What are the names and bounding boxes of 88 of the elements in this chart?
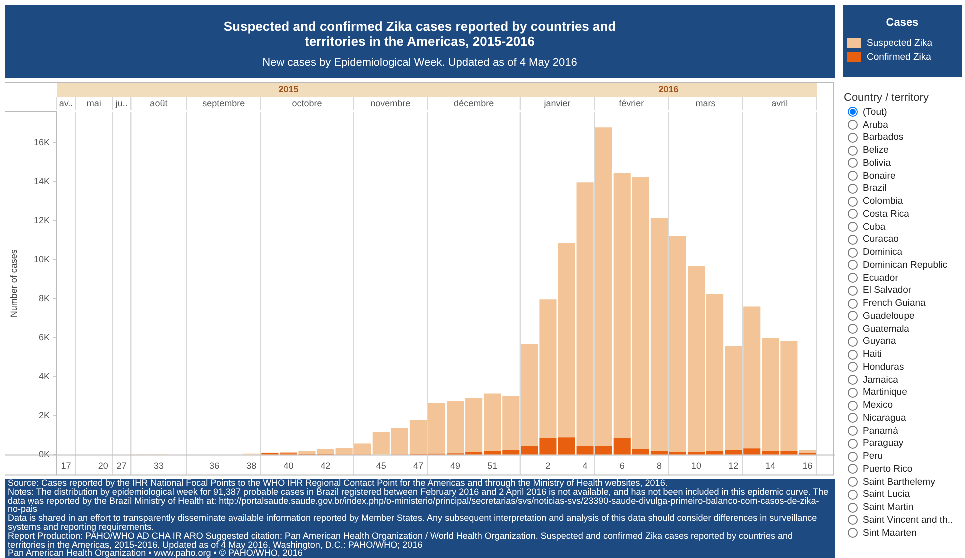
- text: Curacao: [863, 234, 899, 246]
- text: Data is shared in an effort to transparently disseminate available information reported by Member States. Any subsequent interpretation and analysis of this data should consider differences in surveillance systems and reporting requirements.: [8, 513, 818, 532]
- text: février: [619, 98, 644, 108]
- text: Martinique: [863, 387, 908, 398]
- x-tick-label: 42: [320, 461, 331, 472]
- text: Sint Maarten: [863, 528, 917, 539]
- text: Jamaica: [863, 374, 898, 386]
- x-tick-label: 16: [802, 461, 813, 472]
- text: ju..: [114, 98, 128, 108]
- text: Colombia: [863, 196, 904, 208]
- x-tick-label: 4: [582, 461, 588, 472]
- x-tick-label: 6: [620, 461, 625, 472]
- text: 2016: [658, 84, 679, 94]
- text: Saint Lucia: [863, 489, 910, 500]
- text: Guyana: [863, 336, 896, 348]
- text: Peru: [863, 451, 884, 462]
- text: novembre: [370, 98, 411, 108]
- x-tick-label: 33: [154, 461, 164, 472]
- text: Barbados: [863, 132, 904, 144]
- chart-subtitle: New cases by Epidemiological Week. Updated as of 4 May 2016: [262, 57, 578, 69]
- y-tick-label: 14K: [34, 176, 50, 187]
- legend-title: Cases: [885, 17, 920, 29]
- text: Saint Barthelemy: [863, 476, 936, 488]
- y-tick-label: 4K: [38, 372, 50, 382]
- text: décembre: [454, 98, 494, 108]
- text: Panamá: [863, 426, 898, 437]
- text: (Tout): [863, 106, 888, 118]
- y-axis-title: Number of cases: [8, 249, 19, 318]
- y-tick-label: 12K: [34, 216, 50, 226]
- x-tick-label: 14: [766, 461, 776, 472]
- text: Report Production: PAHO/WHO AD CHA IR ARO Suggested citation: Pan American Health Organization / World Health Organization. Suspected and confirmed Zika cases reported by countries and territories in the Americas, 2015-2016. Updated as of 4 May 2016. Washington, D.C.: PAHO/WHO; 2016: [8, 530, 794, 550]
- x-tick-label: 20: [98, 461, 108, 472]
- x-tick-label: 12: [728, 461, 739, 472]
- text: Dominican Republic: [863, 260, 948, 271]
- legend-label: Suspected Zika: [867, 38, 932, 48]
- text: 2015: [278, 84, 299, 94]
- legend-label: Confirmed Zika: [867, 52, 932, 62]
- text: Bonaire: [863, 170, 896, 182]
- x-tick-label: 40: [284, 461, 294, 472]
- text: Cuba: [863, 222, 886, 233]
- x-tick-label: 38: [246, 461, 257, 472]
- source-note: Source: Cases reported by the IHR National Focal Points to the WHO IHR Regional Contact Point for the Americas and through the Ministry of Health websites, 2016.: [8, 478, 669, 488]
- x-tick-label: 17: [61, 461, 72, 472]
- y-tick-label: 16K: [34, 138, 50, 148]
- text: Ecuador: [863, 272, 898, 284]
- text: Saint Vincent and th..: [863, 514, 954, 526]
- text: Guadeloupe: [863, 310, 915, 322]
- text: janvier: [543, 98, 571, 108]
- text: Bolivia: [863, 158, 891, 169]
- x-tick-label: 27: [116, 461, 127, 472]
- text: Honduras: [863, 362, 904, 373]
- text: Paraguay: [863, 438, 904, 450]
- text: Aruba: [863, 120, 888, 131]
- x-tick-label: 36: [210, 461, 220, 472]
- text: avril: [772, 98, 788, 108]
- text: octobre: [292, 98, 322, 108]
- text: Belize: [863, 145, 889, 156]
- text: Notes: The distribution by epidemiological week for 91,387 probable cases in Brazil registered between February 2016 and 2 April 2016 is not available, and has not been included in this epidemic curve. The data was reported by the Brazil Ministry of Health at: http://portalsaude.saude.gov.br/index.php/o-ministerio/principal/secretarias/svs/noticias-svs/23390-saude-divulga-primeiro-balanco-com-casos-de-zika-no-pais: [8, 486, 830, 514]
- y-tick-label: 8K: [38, 294, 50, 304]
- y-tick-label: 2K: [38, 410, 50, 421]
- text: Nicaragua: [863, 412, 906, 424]
- text: août: [150, 98, 168, 108]
- text: Puerto Rico: [863, 464, 913, 475]
- x-tick-label: 45: [376, 461, 386, 472]
- text: Country / territory: [844, 92, 930, 104]
- text: mars: [696, 98, 716, 108]
- text: Mexico: [863, 400, 894, 412]
- text: Costa Rica: [863, 208, 910, 220]
- text: Saint Martin: [863, 502, 914, 514]
- x-tick-label: 10: [692, 461, 702, 472]
- x-tick-label: 2: [546, 461, 551, 472]
- text: Guatemala: [863, 324, 910, 335]
- text: El Salvador: [863, 285, 912, 296]
- text: Pan American Health Organization • www.paho.org • © PAHO/WHO, 2016: [8, 548, 303, 558]
- text: French Guiana: [863, 298, 926, 310]
- text: septembre: [202, 98, 246, 108]
- text: Haiti: [863, 349, 882, 360]
- y-tick-label: 10K: [34, 254, 50, 265]
- text: Brazil: [863, 183, 887, 194]
- y-tick-label: 6K: [38, 332, 50, 343]
- text: mai: [86, 98, 102, 108]
- text: Dominica: [863, 247, 903, 258]
- x-tick-label: 49: [450, 461, 461, 472]
- chart-title: Suspected and confirmed Zika cases reported by countries and territories in the Americas, 2015-2016: [222, 19, 618, 49]
- x-tick-label: 51: [488, 461, 498, 472]
- x-tick-label: 47: [413, 461, 424, 472]
- x-tick-label: 8: [656, 461, 662, 472]
- text: av..: [59, 98, 74, 108]
